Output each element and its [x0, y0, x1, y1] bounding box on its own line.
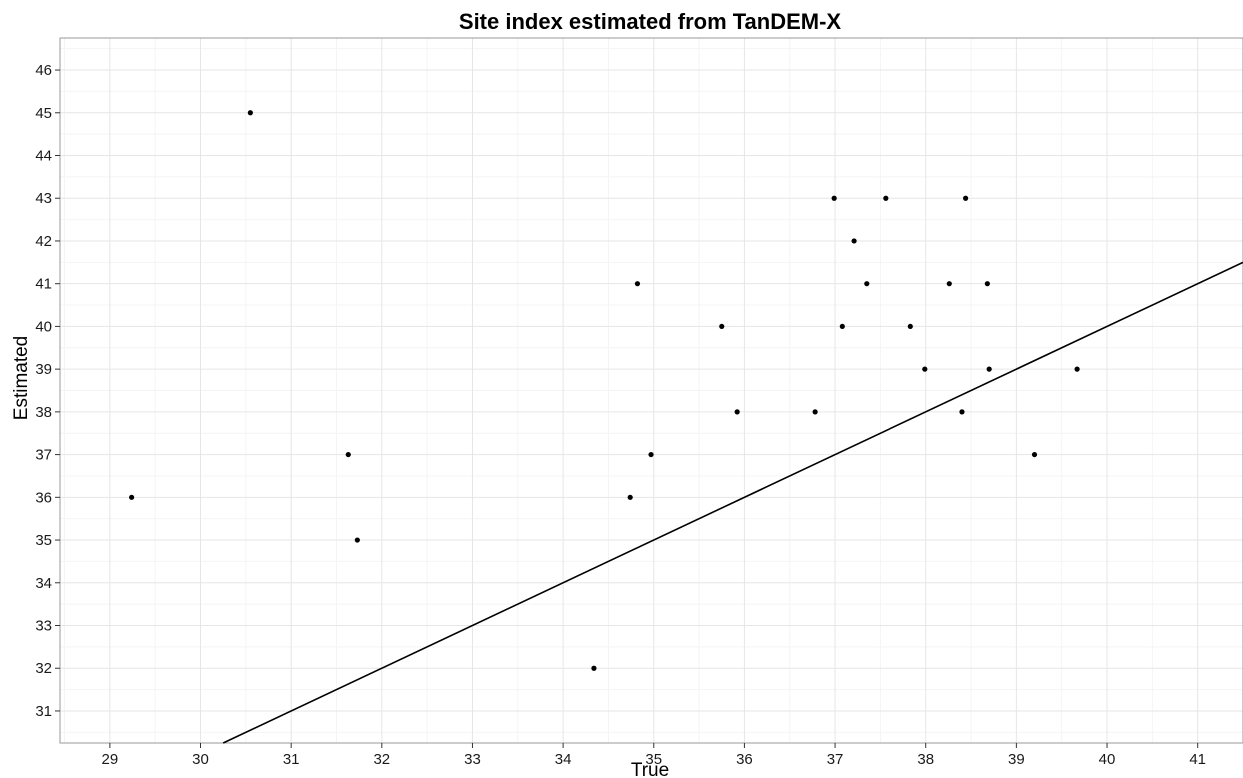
- x-tick-label: 33: [464, 751, 481, 768]
- y-tick-label: 36: [35, 489, 52, 506]
- data-point: [946, 281, 952, 287]
- x-tick-label: 41: [1189, 751, 1206, 768]
- data-point: [851, 238, 857, 244]
- y-tick-label: 46: [35, 62, 52, 79]
- grid-lines: [60, 38, 1243, 743]
- x-tick-label: 35: [645, 751, 662, 768]
- y-tick-label: 38: [35, 404, 52, 421]
- data-point: [634, 281, 641, 287]
- y-tick-label: 45: [35, 105, 52, 122]
- x-axis-label: True: [631, 760, 669, 778]
- x-tick-label: 38: [917, 751, 934, 768]
- y-tick-label: 34: [35, 575, 52, 592]
- data-point: [627, 494, 633, 500]
- data-point: [591, 665, 597, 671]
- y-tick-label: 41: [35, 276, 52, 293]
- x-tick-label: 30: [192, 751, 209, 768]
- chart-title: Site index estimated from TanDEM-X: [459, 9, 842, 34]
- data-point: [247, 110, 253, 116]
- x-tick-label: 29: [102, 751, 119, 768]
- x-tick-label: 40: [1099, 751, 1116, 768]
- data-point: [986, 366, 992, 372]
- data-point: [1074, 366, 1080, 372]
- data-point: [831, 195, 837, 201]
- y-axis-label: Estimated: [11, 336, 32, 420]
- data-point: [812, 409, 818, 415]
- y-tick-label: 40: [35, 318, 52, 335]
- x-tick-label: 31: [283, 751, 300, 768]
- plot-panel: [59, 37, 1243, 744]
- y-axis-ticks: 31 32 33 34 35 36 37 38 39 40 41 42 43 44 45 46: [35, 62, 60, 720]
- data-point: [1031, 451, 1038, 458]
- x-tick-label: 36: [736, 751, 753, 768]
- data-point: [734, 409, 740, 415]
- y-tick-label: 44: [35, 148, 52, 165]
- y-tick-label: 37: [35, 447, 52, 464]
- y-tick-label: 31: [35, 703, 52, 720]
- data-points: [129, 110, 1080, 671]
- data-point: [922, 366, 928, 372]
- data-point: [719, 323, 725, 330]
- data-point: [839, 323, 845, 330]
- data-point: [984, 281, 990, 287]
- data-point: [648, 451, 654, 458]
- data-point: [864, 281, 870, 287]
- y-tick-label: 35: [35, 532, 52, 549]
- data-point: [345, 451, 351, 458]
- data-point: [883, 195, 889, 201]
- y-tick-label: 42: [35, 233, 52, 250]
- data-point: [354, 537, 360, 543]
- y-tick-label: 33: [35, 618, 52, 635]
- y-tick-label: 39: [35, 361, 52, 378]
- data-point: [963, 195, 969, 201]
- identity-line: [222, 261, 1243, 744]
- data-point: [959, 409, 965, 415]
- data-point: [907, 323, 913, 330]
- y-tick-label: 43: [35, 190, 52, 207]
- y-tick-label: 32: [35, 660, 52, 677]
- x-tick-label: 39: [1008, 751, 1025, 768]
- x-tick-label: 32: [373, 751, 390, 768]
- x-axis-ticks: 29 30 31 32 33 34 35 36 37 38 39 40 41: [102, 743, 1206, 768]
- x-tick-label: 34: [555, 751, 572, 768]
- identity-line-group: [222, 261, 1243, 744]
- data-point: [129, 494, 135, 500]
- x-tick-label: 37: [827, 751, 844, 768]
